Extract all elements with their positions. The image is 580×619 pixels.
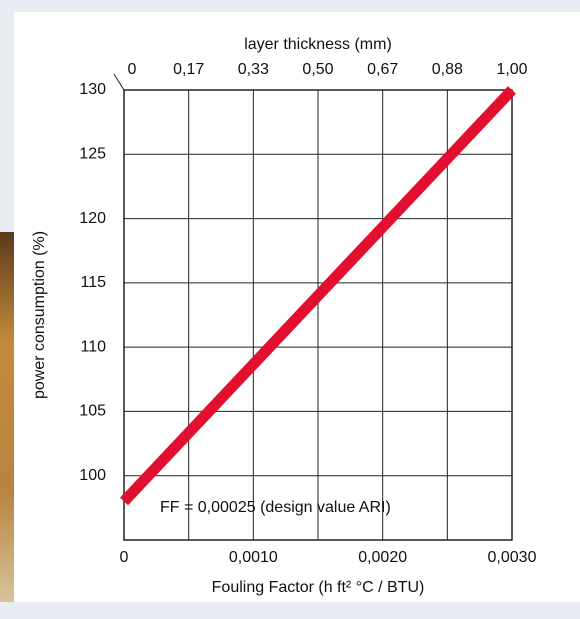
x2-tick-label: 0,50 xyxy=(302,61,333,78)
background-photo xyxy=(0,232,16,602)
x-tick-label: 0 xyxy=(120,549,129,566)
y-axis-title: power consumption (%) xyxy=(31,231,48,399)
x2-tick-label: 0 xyxy=(128,61,137,78)
y-tick-label: 110 xyxy=(80,338,106,355)
x-tick-label: 0,0030 xyxy=(488,549,537,566)
x-axis-title: Fouling Factor (h ft² °C / BTU) xyxy=(212,579,425,596)
y-tick-label: 115 xyxy=(80,274,106,291)
x-tick-label: 0,0020 xyxy=(358,549,407,566)
x2-tick-label: 0,17 xyxy=(173,61,204,78)
y-tick-label: 130 xyxy=(79,81,106,98)
y-tick-label: 105 xyxy=(79,403,106,420)
x2-tick-label: 0,67 xyxy=(367,61,398,78)
y-tick-label: 125 xyxy=(79,146,106,163)
y-tick-label: 120 xyxy=(79,210,106,227)
x-tick-label: 0,0010 xyxy=(229,549,278,566)
x2-tick-label: 1,00 xyxy=(496,61,527,78)
data-line xyxy=(119,86,517,506)
annotation: FF = 0,00025 (design value ARI) xyxy=(160,499,391,516)
x2-tick-label: 0,88 xyxy=(432,61,463,78)
corner-line xyxy=(113,73,125,91)
x2-tick-label: 0,33 xyxy=(238,61,269,78)
x2-axis-title: layer thickness (mm) xyxy=(244,36,392,53)
y-tick-label: 100 xyxy=(79,467,106,484)
